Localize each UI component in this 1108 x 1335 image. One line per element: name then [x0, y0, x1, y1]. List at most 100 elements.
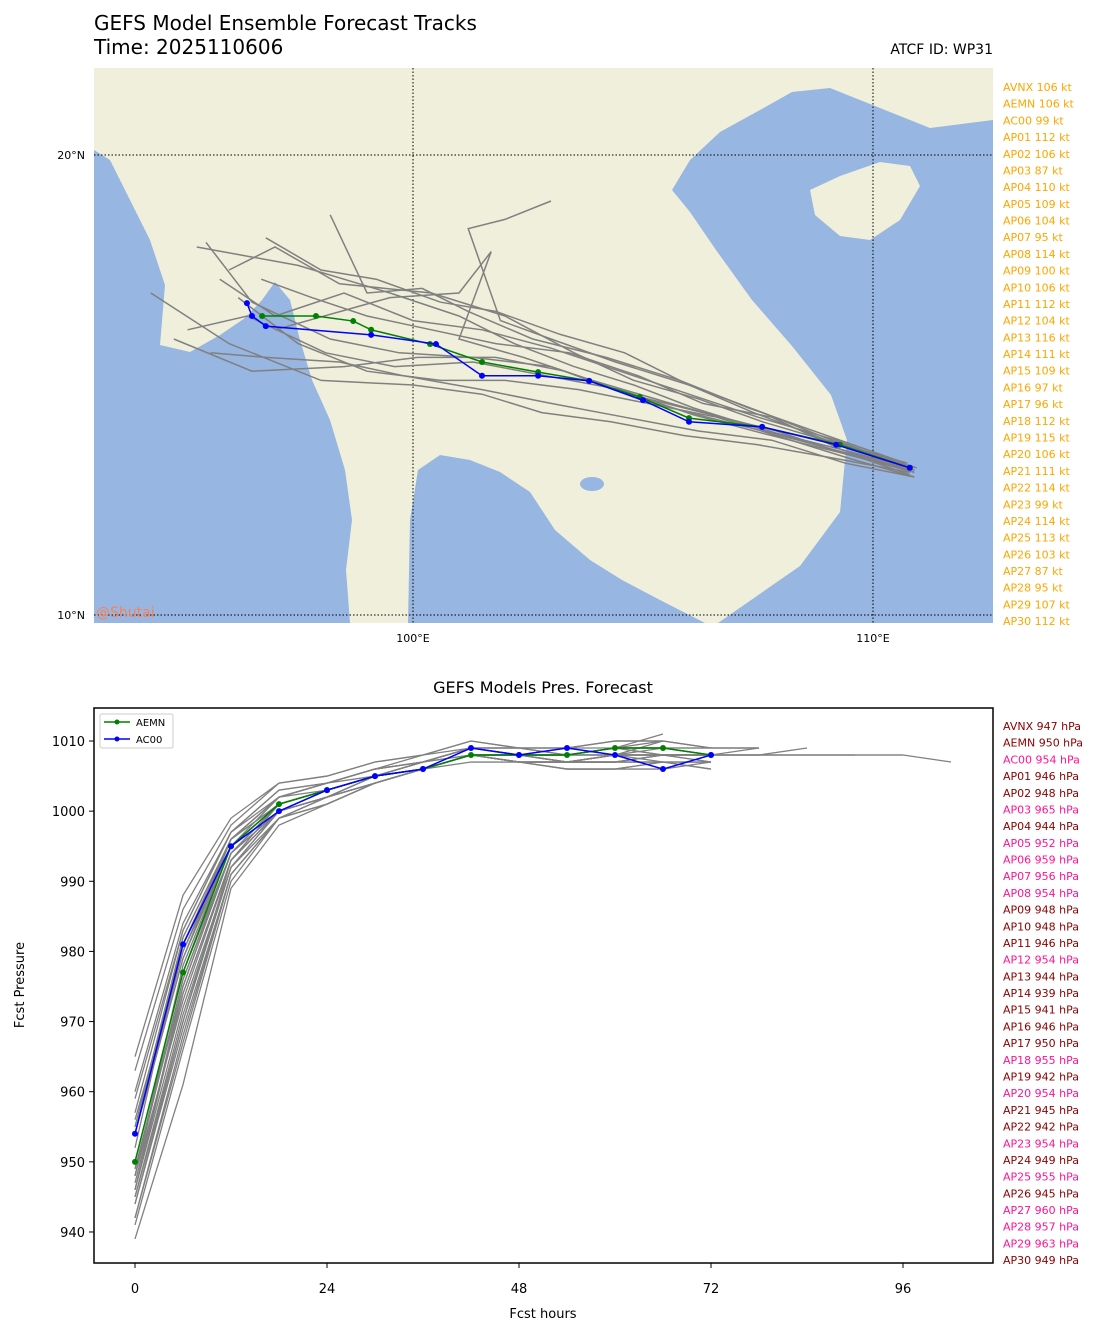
pressure-legend-item: AP17 950 hPa: [1003, 1037, 1079, 1050]
y-tick-label: 1010: [52, 735, 85, 750]
member-track: [187, 315, 913, 471]
pressure-legend-item: AP29 963 hPa: [1003, 1237, 1079, 1250]
pressure-legend-item: AP23 954 hPa: [1003, 1137, 1079, 1150]
ac00-track-point: [249, 313, 255, 319]
ac00-pressure-point: [180, 941, 186, 948]
ac00-pressure-point: [660, 766, 666, 773]
ac00-track-point: [479, 372, 485, 379]
intensity-legend-item: AP20 106 kt: [1003, 448, 1071, 461]
intensity-legend-item: AP18 112 kt: [1003, 415, 1071, 428]
map-gridlines: [94, 68, 993, 623]
intensity-legend-item: AP05 109 kt: [1003, 198, 1071, 211]
intensity-legend-item: AP25 113 kt: [1003, 532, 1071, 545]
pressure-title: GEFS Models Pres. Forecast: [433, 678, 653, 697]
intensity-legend-item: AP19 115 kt: [1003, 431, 1071, 444]
aemn-pressure-point: [660, 745, 666, 752]
pressure-legend: AVNX 947 hPa AEMN 950 hPa AC00 954 hPa AP01…: [1003, 720, 1083, 1267]
x-tick-label: 96: [895, 1282, 912, 1297]
intensity-legend-item: AP23 99 kt: [1003, 498, 1064, 511]
intensity-legend-item: AP11 112 kt: [1003, 298, 1071, 311]
watermark: @Shutai: [96, 605, 155, 621]
pressure-legend-item: AP26 945 hPa: [1003, 1187, 1079, 1200]
intensity-legend: AVNX 106 kt AEMN 106 kt AC00 99 kt AP01 112…: [1003, 81, 1075, 628]
map-area: @Shutai: [94, 68, 993, 623]
ac00-track-point: [906, 464, 913, 471]
pressure-legend-item: AP11 946 hPa: [1003, 937, 1079, 950]
intensity-legend-item: AP27 87 kt: [1003, 565, 1064, 578]
pressure-legend-item: AP30 949 hPa: [1003, 1254, 1079, 1267]
intensity-legend-item: AP24 114 kt: [1003, 515, 1071, 528]
member-track: [228, 246, 917, 469]
aemn-pressure-point: [564, 752, 570, 759]
legend-ac00-label: AC00: [136, 735, 162, 746]
intensity-legend-item: AP30 112 kt: [1003, 615, 1071, 628]
ac00-pressure-point: [420, 766, 426, 773]
china-coast: [780, 68, 993, 124]
tick-label-lon: 110°E: [856, 632, 889, 645]
pressure-legend-item: AP09 948 hPa: [1003, 904, 1079, 917]
intensity-legend-item: AP06 104 kt: [1003, 215, 1071, 228]
pressure-legend-item: AP21 945 hPa: [1003, 1104, 1079, 1117]
tick-label-lat: 20°N: [57, 149, 85, 162]
ac00-pressure-point: [516, 752, 522, 759]
aemn-track-point: [479, 359, 485, 365]
intensity-legend-item: AEMN 106 kt: [1003, 98, 1075, 111]
ac00-track-point: [433, 341, 439, 348]
ac00-pressure-point: [612, 752, 618, 759]
member-track: [205, 241, 915, 474]
atcf-id-label: ATCF ID: WP31: [890, 42, 993, 58]
member-track: [210, 352, 915, 478]
y-axis-label: Fcst Pressure: [13, 942, 28, 1028]
member-track: [265, 237, 908, 464]
ac00-track-point: [262, 323, 269, 330]
intensity-legend-item: AVNX 106 kt: [1003, 81, 1072, 94]
intensity-legend-item: AP09 100 kt: [1003, 265, 1071, 278]
intensity-legend-item: AP26 103 kt: [1003, 548, 1071, 561]
pressure-legend-item: AP10 948 hPa: [1003, 920, 1079, 933]
pressure-legend-item: AP07 956 hPa: [1003, 870, 1079, 883]
aemn-pressure-point: [468, 752, 474, 759]
intensity-legend-item: AP04 110 kt: [1003, 181, 1071, 194]
legend-aemn-label: AEMN: [136, 718, 165, 729]
map-subtitle: Time: 2025110606: [93, 35, 283, 59]
y-tick-label: 1000: [52, 805, 85, 820]
aemn-pressure-point: [612, 745, 618, 752]
ac00-pressure-point: [372, 773, 378, 780]
pressure-legend-item: AP20 954 hPa: [1003, 1087, 1079, 1100]
aemn-track-point: [368, 326, 375, 333]
pressure-legend-item: AP24 949 hPa: [1003, 1154, 1079, 1167]
ac00-pressure-point: [468, 745, 474, 752]
ac00-track-point: [535, 372, 542, 379]
ac00-track-point: [759, 423, 766, 430]
member-track: [150, 292, 910, 474]
pressure-legend-item: AP12 954 hPa: [1003, 954, 1079, 967]
intensity-legend-item: AP13 116 kt: [1003, 331, 1071, 344]
intensity-legend-item: AP14 111 kt: [1003, 348, 1071, 361]
y-tick-label: 970: [60, 1016, 85, 1031]
south-china-sea: [672, 88, 993, 623]
pressure-legend-item: AVNX 947 hPa: [1003, 720, 1081, 733]
pressure-legend-item: AP22 942 hPa: [1003, 1121, 1079, 1134]
pressure-legend-item: AP18 955 hPa: [1003, 1054, 1079, 1067]
intensity-legend-item: AP17 96 kt: [1003, 398, 1064, 411]
ac00-pressure-point: [228, 843, 234, 850]
pressure-legend-item: AP13 944 hPa: [1003, 970, 1079, 983]
hainan-island: [810, 162, 920, 240]
legend-aemn-marker: [114, 719, 120, 725]
pressure-legend-item: AP27 960 hPa: [1003, 1204, 1079, 1217]
track-lines: [150, 200, 917, 478]
ac00-pressure-point: [324, 787, 330, 794]
y-tick-label: 980: [60, 945, 85, 960]
intensity-legend-item: AP29 107 kt: [1003, 598, 1071, 611]
aemn-pressure-point: [276, 801, 282, 808]
pressure-legend-item: AP08 954 hPa: [1003, 887, 1079, 900]
ac00-track-point: [586, 377, 593, 384]
aemn-pressure-point: [132, 1158, 138, 1165]
andaman-sea: [94, 150, 352, 623]
aemn-pressure-point: [180, 969, 186, 976]
y-tick-label: 950: [60, 1156, 85, 1171]
ac00-pressure-point: [132, 1130, 138, 1137]
pressure-legend-item: AP01 946 hPa: [1003, 770, 1079, 783]
member-track: [467, 200, 906, 467]
